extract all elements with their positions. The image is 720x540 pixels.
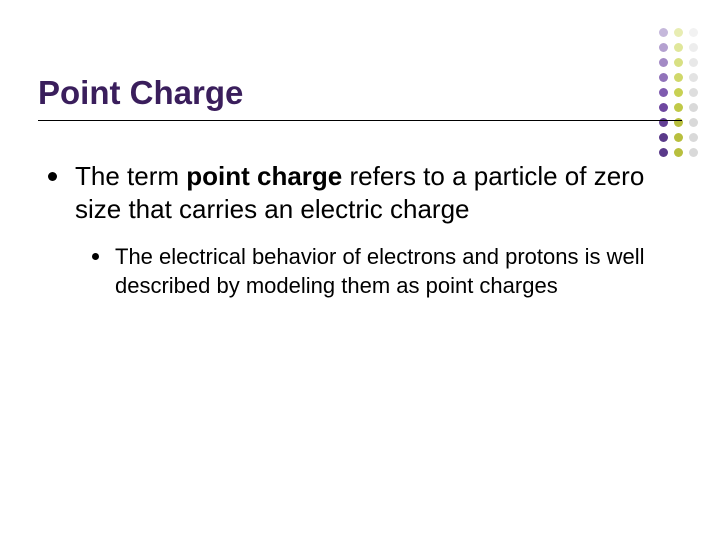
slide-title: Point Charge [38,74,682,112]
deco-dot [659,43,668,52]
deco-dot [674,28,683,37]
text-bold: point charge [186,161,342,191]
bullet-marker [92,253,99,260]
deco-dot [689,88,698,97]
title-container: Point Charge [38,74,682,121]
deco-dot [689,73,698,82]
main-bullet-item: The term point charge refers to a partic… [48,160,680,225]
sub-bullet-item: The electrical behavior of electrons and… [92,243,680,300]
deco-dot [674,43,683,52]
deco-dot [689,118,698,127]
deco-dot [689,103,698,112]
deco-dot [659,133,668,142]
deco-dot [689,28,698,37]
text-prefix: The term [75,161,186,191]
deco-dot [674,133,683,142]
deco-dot [674,148,683,157]
deco-dot [659,28,668,37]
deco-dot [689,43,698,52]
deco-dot [659,58,668,67]
deco-dot [689,148,698,157]
bullet-marker [48,172,57,181]
deco-dot [659,148,668,157]
sub-bullet-list: The electrical behavior of electrons and… [92,243,680,300]
deco-dot [689,58,698,67]
deco-dot [674,58,683,67]
sub-bullet-text: The electrical behavior of electrons and… [115,243,680,300]
main-bullet-text: The term point charge refers to a partic… [75,160,680,225]
dot-column-3 [689,28,698,157]
deco-dot [689,133,698,142]
content-area: The term point charge refers to a partic… [48,160,680,318]
